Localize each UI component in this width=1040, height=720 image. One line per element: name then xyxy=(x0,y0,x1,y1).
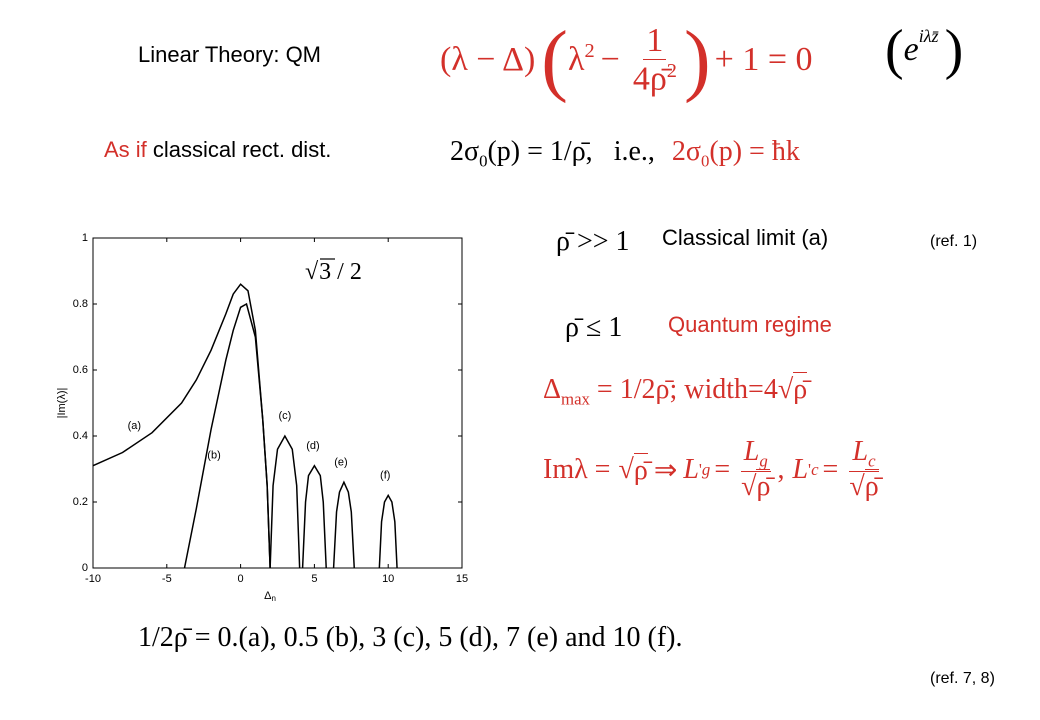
eq-part: λ xyxy=(567,41,585,78)
curve xyxy=(301,464,327,569)
y-axis-label: |Im(λ)| xyxy=(56,388,68,419)
eq-part: ρ̄ xyxy=(864,469,879,503)
ref-bottom: (ref. 7, 8) xyxy=(930,670,995,687)
eq-part: ( xyxy=(885,19,904,81)
x-tick-label: 5 xyxy=(311,573,317,585)
eq-part: Δ xyxy=(543,374,562,405)
mode-expression: ( e iλz̄ ) xyxy=(885,18,963,82)
title: Linear Theory: QM xyxy=(138,42,322,67)
annotation-radicand: 3 xyxy=(319,259,331,285)
eq-part: 0 xyxy=(701,151,710,171)
distribution-eq: 2σ0(p) = 1/ρ̄, i.e., 2σ0(p) = ħk xyxy=(450,136,800,172)
eq-part: = xyxy=(714,454,731,485)
x-tick-label: -5 xyxy=(162,573,172,585)
eq-part: g xyxy=(701,460,711,479)
curve xyxy=(378,493,398,569)
quantum-condition: ρ̄ ≤ 1 xyxy=(565,312,623,343)
eq-part: (p) = ħk xyxy=(709,136,800,167)
classical-label: Classical limit (a) xyxy=(662,225,829,250)
eq-part: 2σ xyxy=(671,136,701,167)
caption: 1/2ρ̄ = 0.(a), 0.5 (b), 3 (c), 5 (d), 7 … xyxy=(138,622,683,653)
delta-max-eq: Δmax = 1/2ρ̄; width=4√ρ̄ xyxy=(543,372,808,410)
x-tick-label: -10 xyxy=(85,573,101,585)
as-if: As if xyxy=(104,137,147,162)
eq-part: − xyxy=(600,41,620,78)
eq-part: iλz̄ xyxy=(918,26,939,46)
curve-label: (e) xyxy=(334,456,347,468)
x-axis-label: Δn xyxy=(264,590,276,603)
eq-part: + 1 = 0 xyxy=(714,41,813,78)
eq-part: = xyxy=(822,454,839,485)
curve xyxy=(183,302,271,569)
eq-part: 0 xyxy=(479,151,488,171)
y-tick-label: 0.6 xyxy=(73,364,88,376)
quantum-label: Quantum regime xyxy=(668,312,832,337)
eq-part: 1 xyxy=(643,22,667,61)
eq-part: c xyxy=(811,460,819,479)
eq-part: (p) = 1/ρ̄, xyxy=(487,136,593,167)
annotation-rest: / 2 xyxy=(337,259,362,285)
eq-part: 2 xyxy=(666,60,677,83)
curve xyxy=(92,283,271,569)
classical-condition: ρ̄ >> 1 xyxy=(556,226,630,257)
eq-part: Imλ = xyxy=(543,454,611,485)
curve-label: (b) xyxy=(207,450,220,462)
eq-part: g xyxy=(759,451,768,471)
classical-rect: classical rect. dist. xyxy=(152,137,332,162)
eq-part: ρ̄ xyxy=(793,372,808,405)
eq-part: i.e., xyxy=(613,136,655,167)
y-tick-label: 0.4 xyxy=(73,430,88,442)
ref: (ref. 1) xyxy=(930,233,978,250)
x-tick-label: 0 xyxy=(238,573,244,585)
eq-part: L xyxy=(852,436,869,468)
x-tick-label: 15 xyxy=(456,573,468,585)
eq-part: = 1/2ρ̄; width=4 xyxy=(596,374,778,405)
eq-part: ⇒ xyxy=(653,455,678,486)
eq-part: , xyxy=(777,454,785,485)
eq-part: L xyxy=(743,436,760,468)
eq-part: 2 xyxy=(584,40,595,62)
annotation-radical: √ xyxy=(305,259,319,285)
eq-part: √ xyxy=(849,471,865,503)
eq-part: 2σ xyxy=(450,136,480,167)
eq-part: ) xyxy=(944,19,964,81)
plot-frame xyxy=(92,237,463,569)
curve-label: (c) xyxy=(278,410,291,422)
curve xyxy=(332,480,356,569)
distribution-text: As if classical rect. dist. xyxy=(104,137,331,163)
eq-part: ρ̄ xyxy=(633,453,648,486)
y-tick-label: 0.2 xyxy=(73,496,88,508)
eq-part: L xyxy=(792,454,809,485)
x-label-sub: n xyxy=(271,594,275,603)
y-tick-label: 0.8 xyxy=(73,298,88,310)
eq-part: ) xyxy=(684,15,711,104)
eq-part: √ xyxy=(618,454,634,485)
eq-part: ρ̄ xyxy=(756,469,771,503)
x-tick-label: 10 xyxy=(382,573,394,585)
curve-label: (d) xyxy=(306,440,319,452)
y-tick-label: 0 xyxy=(82,562,88,574)
eq-part: c xyxy=(868,451,876,471)
eq-part: L xyxy=(683,454,699,485)
annotation: √3/ 2 xyxy=(305,259,362,285)
eq-part: 4ρ̄ xyxy=(632,60,667,98)
curve-label: (a) xyxy=(128,420,141,432)
growth-eq: Imλ = √ ρ̄ ⇒ L ' g = Lg √ρ̄ , L ' c = Lc √ρ̄ xyxy=(543,430,886,510)
curve-label: (f) xyxy=(380,470,390,482)
eq-part: √ xyxy=(777,374,794,405)
eq-part: ' xyxy=(698,460,702,479)
eq-part: ' xyxy=(808,460,812,479)
chart: -10 -5 0 5 10 15 0 0.2 0.4 0.6 0.8 1 Δn |Im(λ)| √3/ 2 (… xyxy=(56,232,468,603)
y-tick-label: 1 xyxy=(82,232,88,244)
eq-part: e xyxy=(903,31,919,68)
eq-part: √ xyxy=(741,471,757,503)
eq-part: ( xyxy=(541,15,568,104)
eq-part: (λ − Δ) xyxy=(440,41,536,78)
x-label-main: Δ xyxy=(264,590,272,602)
fraction: 1 4ρ̄2 xyxy=(630,22,680,98)
eq-part: max xyxy=(561,389,590,409)
curve xyxy=(269,434,301,569)
